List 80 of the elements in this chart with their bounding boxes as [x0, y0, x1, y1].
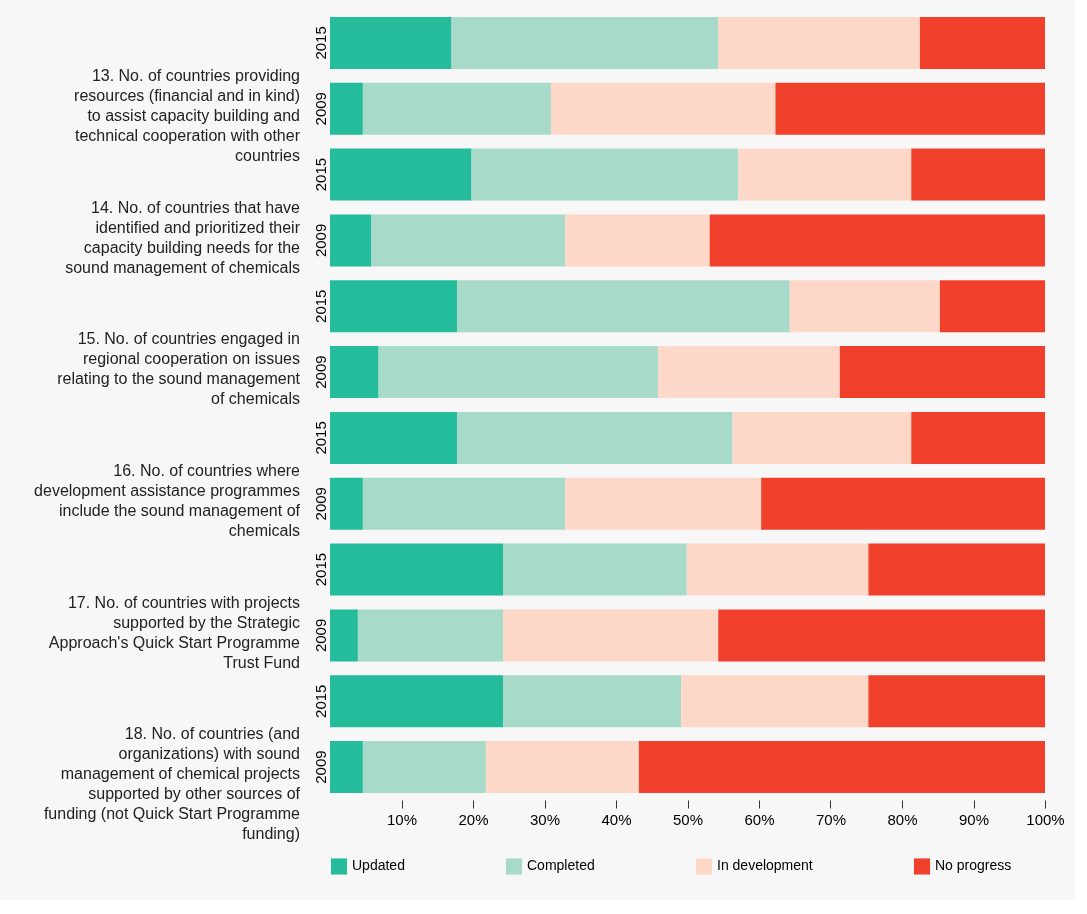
y-tick-label: 2009 [311, 92, 329, 126]
bar [761, 477, 1045, 530]
bar [939, 280, 1045, 333]
bar [357, 609, 504, 662]
bar [911, 411, 1045, 464]
bar [471, 148, 739, 201]
bar [503, 609, 719, 662]
bar [503, 675, 682, 728]
bar [738, 148, 912, 201]
bar [362, 477, 566, 530]
y-tick-label: 2015 [311, 289, 329, 323]
bar [330, 543, 504, 596]
bar [911, 148, 1045, 201]
legend-label: In development [717, 857, 813, 874]
legend-label: Updated [352, 857, 405, 874]
bar [457, 411, 733, 464]
bar [503, 543, 687, 596]
bar [565, 477, 762, 530]
bar [686, 543, 869, 596]
x-tick-label: 70% [815, 810, 847, 828]
bar [550, 82, 776, 135]
text: 15. No. of countries engaged in regional cooperation on issues relating to the sound management of chemicals [57, 330, 301, 408]
bar [330, 477, 363, 530]
bar [330, 280, 458, 333]
bar [775, 82, 1045, 135]
bar [362, 82, 551, 135]
bar [457, 280, 790, 333]
y-tick-label: 2015 [311, 157, 329, 192]
bar [718, 609, 1045, 662]
bar [330, 609, 358, 662]
legend-label: No progress [935, 857, 1012, 874]
bar [681, 675, 869, 728]
bar [485, 741, 639, 794]
bar [330, 411, 458, 464]
bar [371, 214, 566, 267]
bar [451, 16, 719, 69]
text: 14. No. of countries that have identified and prioritized their capacity building needs for the sound management of chemicals [65, 198, 301, 276]
y-tick-label: 2009 [311, 487, 329, 521]
bar [330, 741, 363, 794]
bar [839, 346, 1045, 399]
bar [565, 214, 710, 267]
bar [362, 741, 486, 794]
text: 17. No. of countries with projects supported by the Strategic Approach's Quick Start Programme Trust Fund [48, 593, 301, 671]
x-tick-label: 100% [1026, 810, 1065, 828]
y-tick-label: 2009 [311, 223, 329, 258]
x-tick-label: 10% [386, 810, 418, 828]
bar [709, 214, 1045, 267]
legend-label: Completed [527, 857, 595, 874]
text: 18. No. of countries (and organizations) with sound management of chemical projects supported by other sources of funding (not Quick Start Programme funding) [43, 725, 301, 843]
y-tick-label: 2015 [311, 26, 329, 60]
bar [378, 346, 659, 399]
bar [868, 675, 1045, 728]
x-tick-label: 60% [744, 810, 775, 828]
bar [868, 543, 1045, 596]
bar [658, 346, 840, 399]
bar [718, 16, 920, 69]
text: 13. No. of countries providing resources (financial and in kind) to assist capacity building and technical cooperation with other countries [74, 66, 301, 164]
bar [330, 346, 379, 399]
y-tick-label: 2009 [311, 355, 329, 389]
bar [789, 280, 940, 333]
x-tick-label: 90% [958, 810, 990, 828]
y-tick-label: 2009 [311, 618, 329, 653]
x-tick-label: 40% [601, 810, 632, 828]
bar [638, 741, 1045, 794]
bar [330, 675, 504, 728]
text: 16. No. of countries where development assistance programmes include the sound management of chemicals [34, 461, 301, 539]
x-tick-label: 80% [887, 810, 918, 828]
bar [330, 16, 452, 69]
x-tick-label: 30% [529, 810, 561, 828]
y-tick-label: 2015 [311, 684, 329, 718]
x-tick-label: 50% [672, 810, 704, 828]
bar [330, 214, 372, 267]
bar [330, 82, 363, 135]
y-tick-label: 2015 [311, 552, 329, 587]
y-tick-label: 2015 [311, 421, 329, 455]
y-tick-label: 2009 [311, 750, 329, 784]
x-tick-label: 20% [458, 810, 489, 828]
bar [732, 411, 912, 464]
bar [919, 16, 1045, 69]
bar [330, 148, 472, 201]
